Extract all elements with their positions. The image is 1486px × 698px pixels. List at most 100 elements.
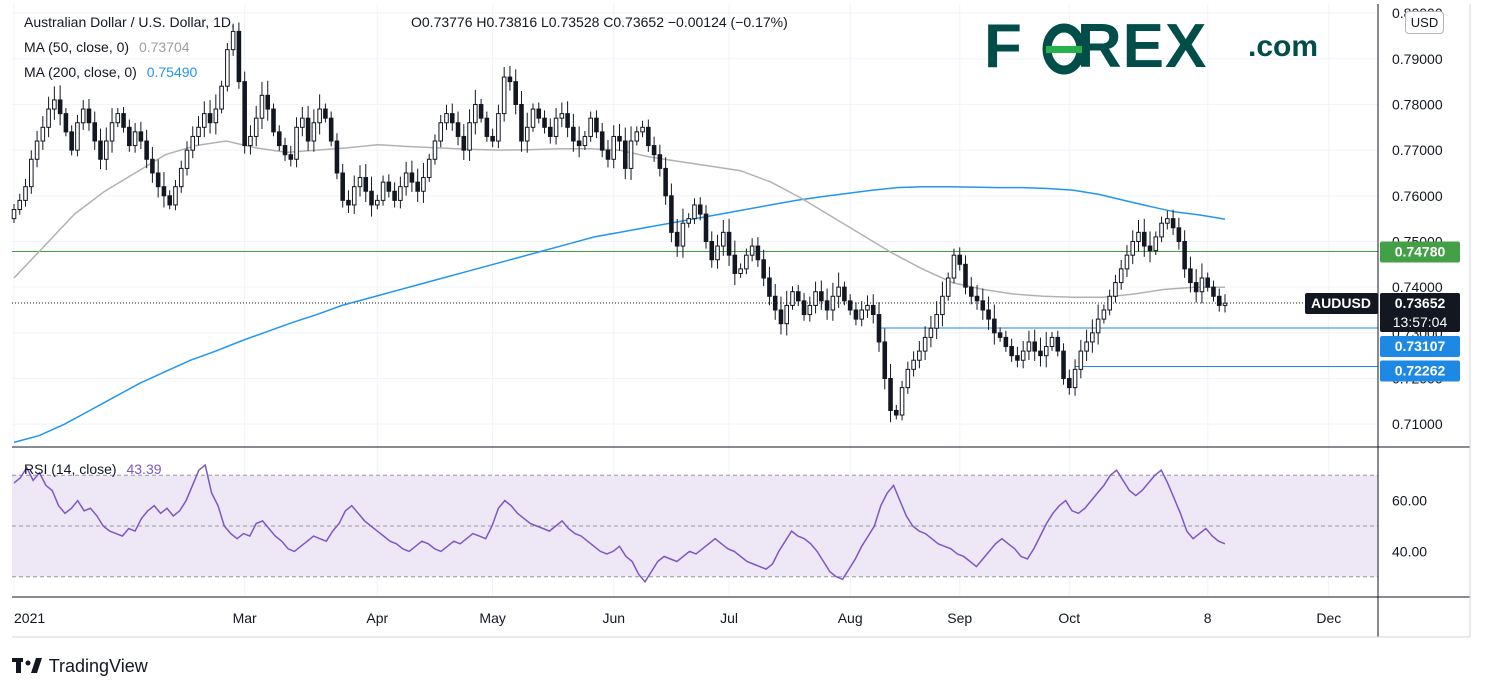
candle	[34, 130, 40, 168]
tradingview-icon	[12, 658, 42, 673]
candle-body	[646, 126, 651, 147]
candle	[588, 111, 593, 142]
candle	[1061, 343, 1066, 385]
candle-body	[899, 387, 905, 416]
candle	[755, 237, 761, 267]
candle-body	[357, 177, 363, 188]
candle	[865, 295, 870, 319]
logo-o-icon	[1042, 23, 1086, 75]
candle	[392, 182, 397, 208]
candle-body	[697, 204, 703, 215]
currency-button[interactable]: USD	[1405, 11, 1444, 34]
candle	[553, 108, 559, 145]
symbol-title[interactable]: Australian Dollar / U.S. Dollar, 1D,	[24, 14, 235, 30]
candle-body	[674, 231, 680, 247]
candle-body	[692, 204, 697, 220]
candle-body	[605, 149, 611, 160]
candle-body	[784, 304, 790, 325]
candle-body	[80, 108, 86, 124]
candle	[346, 190, 351, 213]
current-price-tag: 0.73652 13:57:04	[1380, 293, 1460, 333]
candle	[1055, 330, 1061, 357]
candle	[507, 65, 513, 91]
candle	[911, 351, 916, 377]
candle-body	[173, 186, 178, 206]
candle-body	[461, 135, 467, 151]
candle-body	[369, 190, 374, 206]
candle	[663, 157, 668, 205]
candle-body	[882, 341, 888, 379]
candle-body	[968, 286, 974, 297]
candle-body	[248, 135, 253, 147]
candle	[992, 304, 997, 345]
resistance-price-tag-text: 0.74780	[1395, 244, 1446, 260]
ma50-legend[interactable]: MA (50, close, 0) 0.73704	[24, 39, 190, 55]
candle-body	[426, 158, 432, 179]
candle-body	[478, 103, 484, 119]
candle	[1032, 329, 1037, 361]
candle-body	[594, 117, 599, 133]
candle-body	[634, 131, 640, 142]
candle-body	[894, 409, 899, 416]
candle-body	[496, 113, 501, 142]
candle	[444, 104, 449, 130]
candle	[415, 168, 420, 203]
candle-body	[1199, 277, 1205, 293]
candle	[80, 100, 86, 130]
candle	[144, 129, 149, 169]
candle-body	[553, 117, 559, 137]
support-price-tag: 0.72262	[1380, 360, 1460, 382]
candle	[559, 102, 565, 128]
candle	[357, 165, 363, 197]
candle	[1072, 359, 1078, 396]
candle	[375, 194, 380, 210]
candle	[1216, 288, 1222, 312]
candle	[1136, 220, 1141, 252]
candle-body	[1032, 341, 1037, 352]
candle	[173, 180, 178, 211]
candle-body	[109, 122, 115, 142]
candle-body	[628, 140, 634, 169]
ohlc-readout: O0.73776 H0.73816 L0.73528 C0.73652 −0.0…	[411, 14, 788, 30]
ma50-value: 0.73704	[138, 39, 190, 55]
support-price-tag-bg	[1380, 360, 1460, 382]
candle-body	[432, 140, 438, 160]
candle-body	[888, 377, 893, 411]
candle-body	[565, 113, 570, 128]
candle	[351, 175, 357, 214]
ohlc-text: O0.73776 H0.73816 L0.73528 C0.73652 −0.0…	[411, 14, 788, 30]
candle-body	[1055, 336, 1061, 352]
candle-body	[271, 108, 276, 133]
candle	[715, 234, 720, 269]
candle-body	[1176, 227, 1182, 242]
candle-body	[340, 172, 345, 201]
ma200-legend[interactable]: MA (200, close, 0) 0.75490	[24, 64, 197, 80]
candle	[801, 293, 807, 321]
candle	[1038, 337, 1043, 367]
candle-body	[1170, 218, 1176, 229]
candle-body	[305, 117, 311, 142]
candle	[530, 103, 536, 132]
candle-body	[524, 126, 530, 142]
candle	[1067, 369, 1072, 395]
tradingview-brand[interactable]: TradingView	[12, 656, 148, 677]
candle	[772, 283, 778, 320]
candle	[888, 363, 893, 423]
candle-body	[75, 122, 80, 151]
candle-body	[1049, 336, 1055, 348]
candle	[138, 121, 144, 150]
candle-body	[865, 304, 870, 311]
candle-body	[1078, 350, 1084, 370]
candle-body	[830, 295, 836, 311]
candle	[265, 80, 271, 121]
candle-body	[282, 145, 288, 156]
rsi-legend[interactable]: RSI (14, close) 43.39	[24, 461, 162, 477]
candle-body	[490, 135, 495, 142]
time-tick-label: May	[479, 610, 505, 626]
candle-body	[876, 314, 882, 343]
candle	[963, 255, 968, 295]
candle-body	[617, 135, 622, 142]
candle-body	[115, 113, 121, 124]
